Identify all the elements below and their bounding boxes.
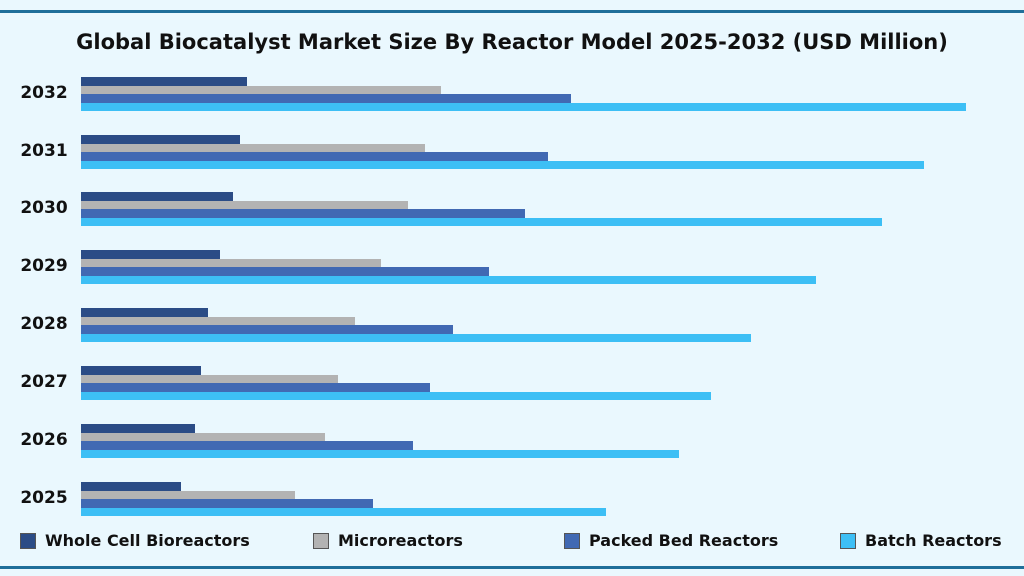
legend-item-batch-reactors: Batch Reactors [840, 531, 1002, 550]
bar-whole-cell-bioreactors [81, 308, 208, 317]
bar-batch-reactors [81, 102, 966, 111]
bar-packed-bed-reactors [81, 325, 453, 334]
legend-label: Microreactors [338, 531, 463, 550]
bar-whole-cell-bioreactors [81, 424, 195, 433]
bar-batch-reactors [81, 275, 816, 284]
bar-whole-cell-bioreactors [81, 366, 201, 375]
bar-microreactors [81, 374, 338, 383]
bar-packed-bed-reactors [81, 441, 413, 450]
legend-item-whole-cell-bioreactors: Whole Cell Bioreactors [20, 531, 250, 550]
bar-whole-cell-bioreactors [81, 135, 240, 144]
y-axis-label: 2029 [20, 256, 68, 276]
bar-microreactors [81, 490, 295, 499]
y-axis-label: 2028 [20, 314, 68, 334]
legend-item-microreactors: Microreactors [313, 531, 463, 550]
bar-batch-reactors [81, 333, 751, 342]
bar-whole-cell-bioreactors [81, 192, 233, 201]
legend-swatch-icon [564, 532, 580, 549]
bar-microreactors [81, 432, 325, 441]
bar-batch-reactors [81, 160, 924, 169]
legend-swatch-icon [313, 532, 329, 549]
bar-packed-bed-reactors [81, 94, 571, 103]
bar-batch-reactors [81, 507, 606, 516]
legend-item-packed-bed-reactors: Packed Bed Reactors [564, 531, 778, 550]
legend-label: Packed Bed Reactors [589, 531, 779, 550]
bar-packed-bed-reactors [81, 152, 548, 161]
bar-microreactors [81, 258, 381, 267]
legend-swatch-icon [20, 532, 36, 549]
legend-label: Whole Cell Bioreactors [45, 531, 250, 550]
y-axis-label: 2030 [20, 198, 68, 218]
bar-batch-reactors [81, 391, 711, 400]
y-axis-label: 2027 [20, 372, 68, 392]
bar-microreactors [81, 143, 425, 152]
bar-packed-bed-reactors [81, 383, 430, 392]
legend-swatch-icon [840, 532, 856, 549]
bar-microreactors [81, 316, 355, 325]
bar-microreactors [81, 200, 408, 209]
bar-whole-cell-bioreactors [81, 482, 181, 491]
y-axis-label: 2026 [20, 430, 68, 450]
legend-label: Batch Reactors [865, 531, 1002, 550]
y-axis-label: 2032 [20, 83, 68, 103]
bar-whole-cell-bioreactors [81, 77, 247, 86]
bar-whole-cell-bioreactors [81, 250, 220, 259]
y-axis-label: 2025 [20, 488, 68, 508]
bottom-rule [0, 566, 1024, 569]
chart-title: Global Biocatalyst Market Size By Reacto… [76, 30, 948, 54]
y-axis-label: 2031 [20, 141, 68, 161]
bar-microreactors [81, 85, 441, 94]
bar-packed-bed-reactors [81, 209, 525, 218]
legend: Whole Cell Bioreactors Microreactors Pac… [0, 531, 1024, 553]
bar-packed-bed-reactors [81, 267, 489, 276]
bar-batch-reactors [81, 217, 882, 226]
top-rule [0, 10, 1024, 13]
bar-batch-reactors [81, 449, 679, 458]
bar-packed-bed-reactors [81, 499, 373, 508]
